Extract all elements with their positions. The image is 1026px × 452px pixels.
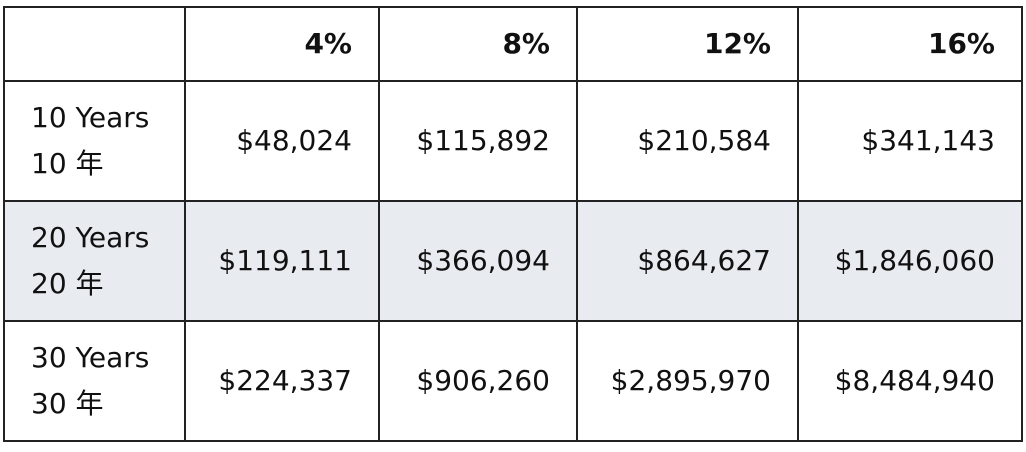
row-label-en: 10 Years	[31, 101, 150, 134]
table-cell: $48,024	[184, 80, 380, 202]
table-cell: $906,260	[378, 320, 578, 442]
table-cell: $210,584	[576, 80, 799, 202]
growth-table: 4% 8% 12% 16% 10 Years 10 年 $48,024 $115…	[3, 6, 1023, 442]
row-label-en: 30 Years	[31, 341, 150, 374]
table-cell: $1,846,060	[797, 200, 1023, 322]
table-cell: $224,337	[184, 320, 380, 442]
table-row-20-years: 20 Years 20 年 $119,111 $366,094 $864,627…	[3, 200, 1023, 322]
row-label-10-years: 10 Years 10 年	[3, 80, 186, 202]
table-cell: $8,484,940	[797, 320, 1023, 442]
header-rate-4: 4%	[184, 6, 380, 82]
table-cell: $864,627	[576, 200, 799, 322]
table-cell: $119,111	[184, 200, 380, 322]
row-label-cn: 10 年	[31, 147, 104, 180]
row-label-30-years: 30 Years 30 年	[3, 320, 186, 442]
header-rate-12: 12%	[576, 6, 799, 82]
header-rate-16: 16%	[797, 6, 1023, 82]
row-label-20-years: 20 Years 20 年	[3, 200, 186, 322]
row-label-en: 20 Years	[31, 221, 150, 254]
row-label-cn: 30 年	[31, 387, 104, 420]
table-row-30-years: 30 Years 30 年 $224,337 $906,260 $2,895,9…	[3, 320, 1023, 442]
header-rate-8: 8%	[378, 6, 578, 82]
row-label-cn: 20 年	[31, 267, 104, 300]
header-corner-cell	[3, 6, 186, 82]
header-row: 4% 8% 12% 16%	[3, 6, 1023, 82]
table-cell: $2,895,970	[576, 320, 799, 442]
table-cell: $115,892	[378, 80, 578, 202]
table-cell: $366,094	[378, 200, 578, 322]
table-row-10-years: 10 Years 10 年 $48,024 $115,892 $210,584 …	[3, 80, 1023, 202]
table-cell: $341,143	[797, 80, 1023, 202]
